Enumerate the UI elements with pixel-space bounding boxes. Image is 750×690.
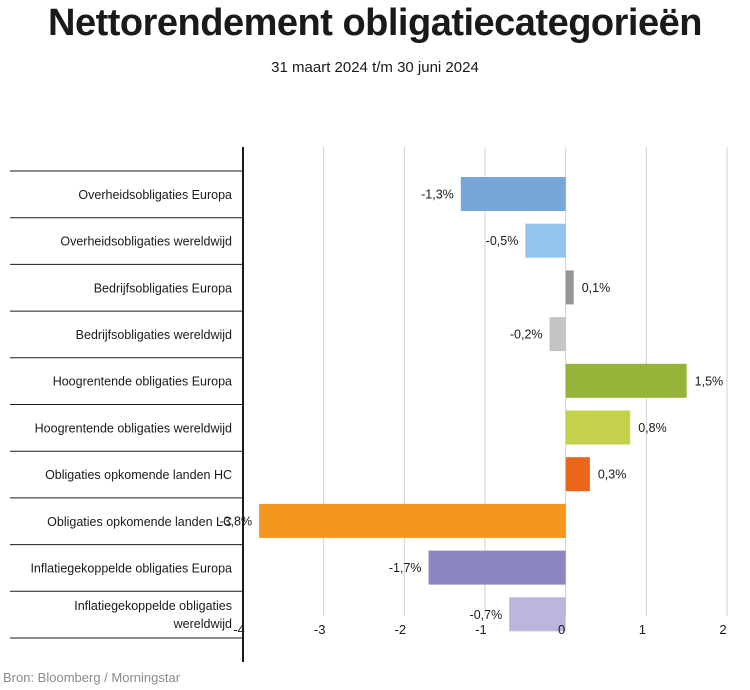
category-label: wereldwijd (173, 617, 232, 631)
x-tick-label: -1 (475, 622, 487, 637)
x-tick-label: -2 (395, 622, 407, 637)
value-label: 0,1% (582, 281, 611, 295)
value-label: -0,2% (510, 328, 543, 342)
value-label: 0,3% (598, 468, 627, 482)
category-label: Overheidsobligaties wereldwijd (60, 235, 232, 249)
value-label: -0,5% (486, 234, 519, 248)
bar (565, 270, 574, 305)
value-label: 1,5% (695, 374, 724, 388)
chart-title: Nettorendement obligatiecategorieën (48, 2, 702, 44)
category-label: Obligaties opkomende landen LC (47, 515, 232, 529)
category-label: Inflatiegekoppelde obligaties (74, 599, 232, 613)
x-tick-label: 0 (558, 622, 565, 637)
category-label: Obligaties opkomende landen HC (45, 468, 232, 482)
category-label: Bedrijfsobligaties wereldwijd (76, 328, 232, 342)
value-label: -0,7% (470, 608, 503, 622)
category-rows: Overheidsobligaties Europa Overheidsoblig… (10, 170, 243, 639)
category-label: Hoogrentende obligaties Europa (53, 375, 232, 389)
bar (549, 317, 566, 352)
bar (428, 550, 566, 585)
bars (259, 177, 687, 632)
category-label: Overheidsobligaties Europa (78, 188, 232, 202)
category-label: Inflatiegekoppelde obligaties Europa (30, 561, 232, 575)
chart-subtitle: 31 maart 2024 t/m 30 juni 2024 (271, 59, 479, 76)
x-tick-label: -3 (314, 622, 326, 637)
source-note: Bron: Bloomberg / Morningstar (3, 670, 181, 685)
bar (525, 223, 566, 258)
category-label: Bedrijfsobligaties Europa (94, 281, 232, 295)
x-tick-labels: -4 -3 -2 -1 0 1 2 (233, 622, 726, 637)
bar (565, 457, 590, 492)
bar (460, 177, 566, 211)
x-tick-label: -4 (233, 622, 245, 637)
x-tick-label: 1 (639, 622, 646, 637)
value-label: -1,7% (389, 561, 422, 575)
value-label: -3,8% (219, 514, 252, 528)
bar (565, 363, 687, 398)
bar (565, 410, 631, 445)
value-label: 0,8% (638, 421, 667, 435)
bar (259, 503, 566, 538)
category-label: Hoogrentende obligaties wereldwijd (35, 421, 232, 435)
x-tick-label: 2 (719, 622, 726, 637)
bar (509, 597, 566, 632)
value-label: -1,3% (421, 188, 454, 202)
